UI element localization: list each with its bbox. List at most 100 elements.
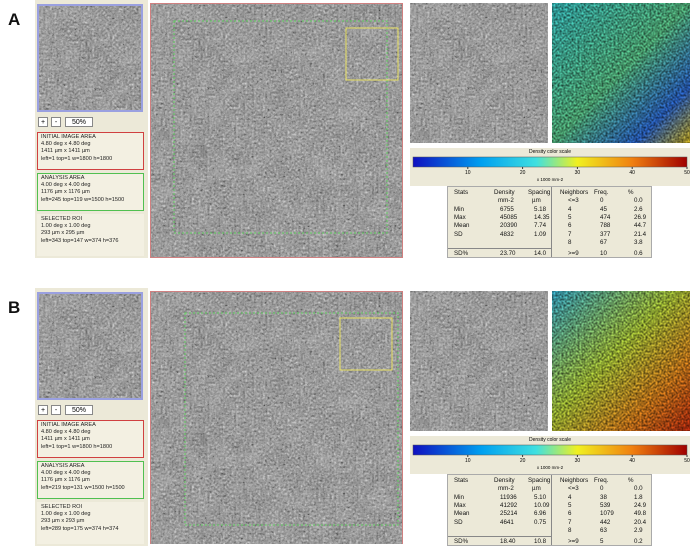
- neighbors-cell: 377: [600, 231, 610, 238]
- stats-cell: SD: [454, 519, 463, 526]
- stats-cell: 1.09: [534, 231, 546, 238]
- neighbors-cell: 4: [568, 494, 571, 501]
- zoom-in-button[interactable]: +: [38, 405, 48, 415]
- box-title: ANALYSIS AREA: [41, 175, 140, 182]
- neighbors-cell: 1079: [600, 510, 614, 517]
- stats-cell: Min: [454, 206, 464, 213]
- panel-label: B: [8, 298, 20, 318]
- box-line: 4.80 deg x 4.80 deg: [41, 429, 140, 436]
- colorbar: [410, 156, 690, 178]
- box-title: ANALYSIS AREA: [41, 463, 140, 470]
- colorbar-tick-label: 30: [567, 458, 587, 464]
- stats-unit: mm-2: [498, 485, 514, 492]
- table-divider: [551, 475, 552, 545]
- box-line: 1411 µm x 1411 µm: [41, 148, 140, 155]
- box-line: left=219 top=131 w=1500 h=1500: [41, 485, 140, 492]
- neighbors-cell: 442: [600, 519, 610, 526]
- neighbors-cell: 1.8: [634, 494, 643, 501]
- roi-image: [410, 291, 548, 431]
- neighbors-cell: 0: [600, 197, 603, 204]
- stats-cell: 14.35: [534, 214, 549, 221]
- roi-image: [410, 3, 548, 143]
- neighbors-cell: 44.7: [634, 222, 646, 229]
- colorbar-unit: x 1000 mm-2: [410, 177, 690, 182]
- colorbar-tick-label: 20: [513, 170, 533, 176]
- zoom-level: 50%: [65, 117, 93, 127]
- neighbors-cell: 788: [600, 222, 610, 229]
- stats-cell: 20390: [500, 222, 517, 229]
- box-title: SELECTED ROI: [41, 504, 140, 511]
- neighbors-header: %: [628, 477, 634, 484]
- neighbors-cell: <=3: [568, 485, 579, 492]
- thumbnail: [37, 292, 143, 400]
- box-line: left=1 top=1 w=1800 h=1800: [41, 444, 140, 451]
- stats-sd-pct: 14.0: [534, 250, 546, 257]
- neighbors-cell: 7: [568, 231, 571, 238]
- colorbar-tick-label: 50: [677, 170, 694, 176]
- neighbors-cell: 3.8: [634, 239, 643, 246]
- colorbar-tick-label: 40: [622, 458, 642, 464]
- neighbors-cell: 0.0: [634, 485, 643, 492]
- box-line: 4.00 deg x 4.00 deg: [41, 470, 140, 477]
- stats-header: Density: [494, 477, 515, 484]
- neighbors-cell: 4: [568, 206, 571, 213]
- stats-cell: 41292: [500, 502, 517, 509]
- stats-cell: 5.10: [534, 494, 546, 501]
- neighbors-header: Freq.: [594, 477, 608, 484]
- zoom-out-button[interactable]: -: [51, 405, 61, 415]
- neighbors-cell: >=9: [568, 250, 579, 257]
- table-divider: [551, 187, 552, 257]
- box-line: left=289 top=175 w=374 h=374: [41, 526, 140, 533]
- neighbors-cell: 26.9: [634, 214, 646, 221]
- box-title: INITIAL IMAGE AREA: [41, 422, 140, 429]
- table-divider: [448, 248, 551, 249]
- stats-cell: 4832: [500, 231, 514, 238]
- stats-cell: Min: [454, 494, 464, 501]
- neighbors-cell: 6: [568, 510, 571, 517]
- box-line: 1.00 deg x 1.00 deg: [41, 511, 140, 518]
- neighbors-cell: 2.6: [634, 206, 643, 213]
- box-title: SELECTED ROI: [41, 216, 140, 223]
- stats-cell: 11936: [500, 494, 517, 501]
- neighbors-cell: 63: [600, 527, 607, 534]
- table-divider: [448, 536, 551, 537]
- stats-cell: 45085: [500, 214, 517, 221]
- colorbar-gradient: [413, 445, 687, 455]
- box-line: 293 µm x 293 µm: [41, 518, 140, 525]
- stats-unit: mm-2: [498, 197, 514, 204]
- stats-header: Density: [494, 189, 515, 196]
- box-line: 1411 µm x 1411 µm: [41, 436, 140, 443]
- box-line: 293 µm x 295 µm: [41, 230, 140, 237]
- stats-header: Spacing: [528, 189, 550, 196]
- box-line: left=245 top=119 w=1500 h=1500: [41, 197, 140, 204]
- density-map: [552, 291, 690, 431]
- neighbors-cell: 0.0: [634, 197, 643, 204]
- zoom-in-button[interactable]: +: [38, 117, 48, 127]
- neighbors-cell: 539: [600, 502, 610, 509]
- box-line: left=343 top=147 w=374 h=376: [41, 238, 140, 245]
- neighbors-cell: 21.4: [634, 231, 646, 238]
- neighbors-cell: 474: [600, 214, 610, 221]
- box-line: 1176 µm x 1176 µm: [41, 189, 140, 196]
- zoom-out-button[interactable]: -: [51, 117, 61, 127]
- stats-cell: 4641: [500, 519, 514, 526]
- colorbar-title: Density color scale: [410, 437, 690, 443]
- box-line: 1.00 deg x 1.00 deg: [41, 223, 140, 230]
- stats-cell: SD: [454, 231, 463, 238]
- box-line: 4.00 deg x 4.00 deg: [41, 182, 140, 189]
- neighbors-cell: 5: [600, 538, 603, 545]
- stats-cell: 6755: [500, 206, 514, 213]
- stats-cell: 5.18: [534, 206, 546, 213]
- neighbors-cell: >=9: [568, 538, 579, 545]
- neighbors-cell: 5: [568, 502, 571, 509]
- main-image: [150, 291, 403, 544]
- colorbar-gradient: [413, 157, 687, 167]
- neighbors-cell: 0: [600, 485, 603, 492]
